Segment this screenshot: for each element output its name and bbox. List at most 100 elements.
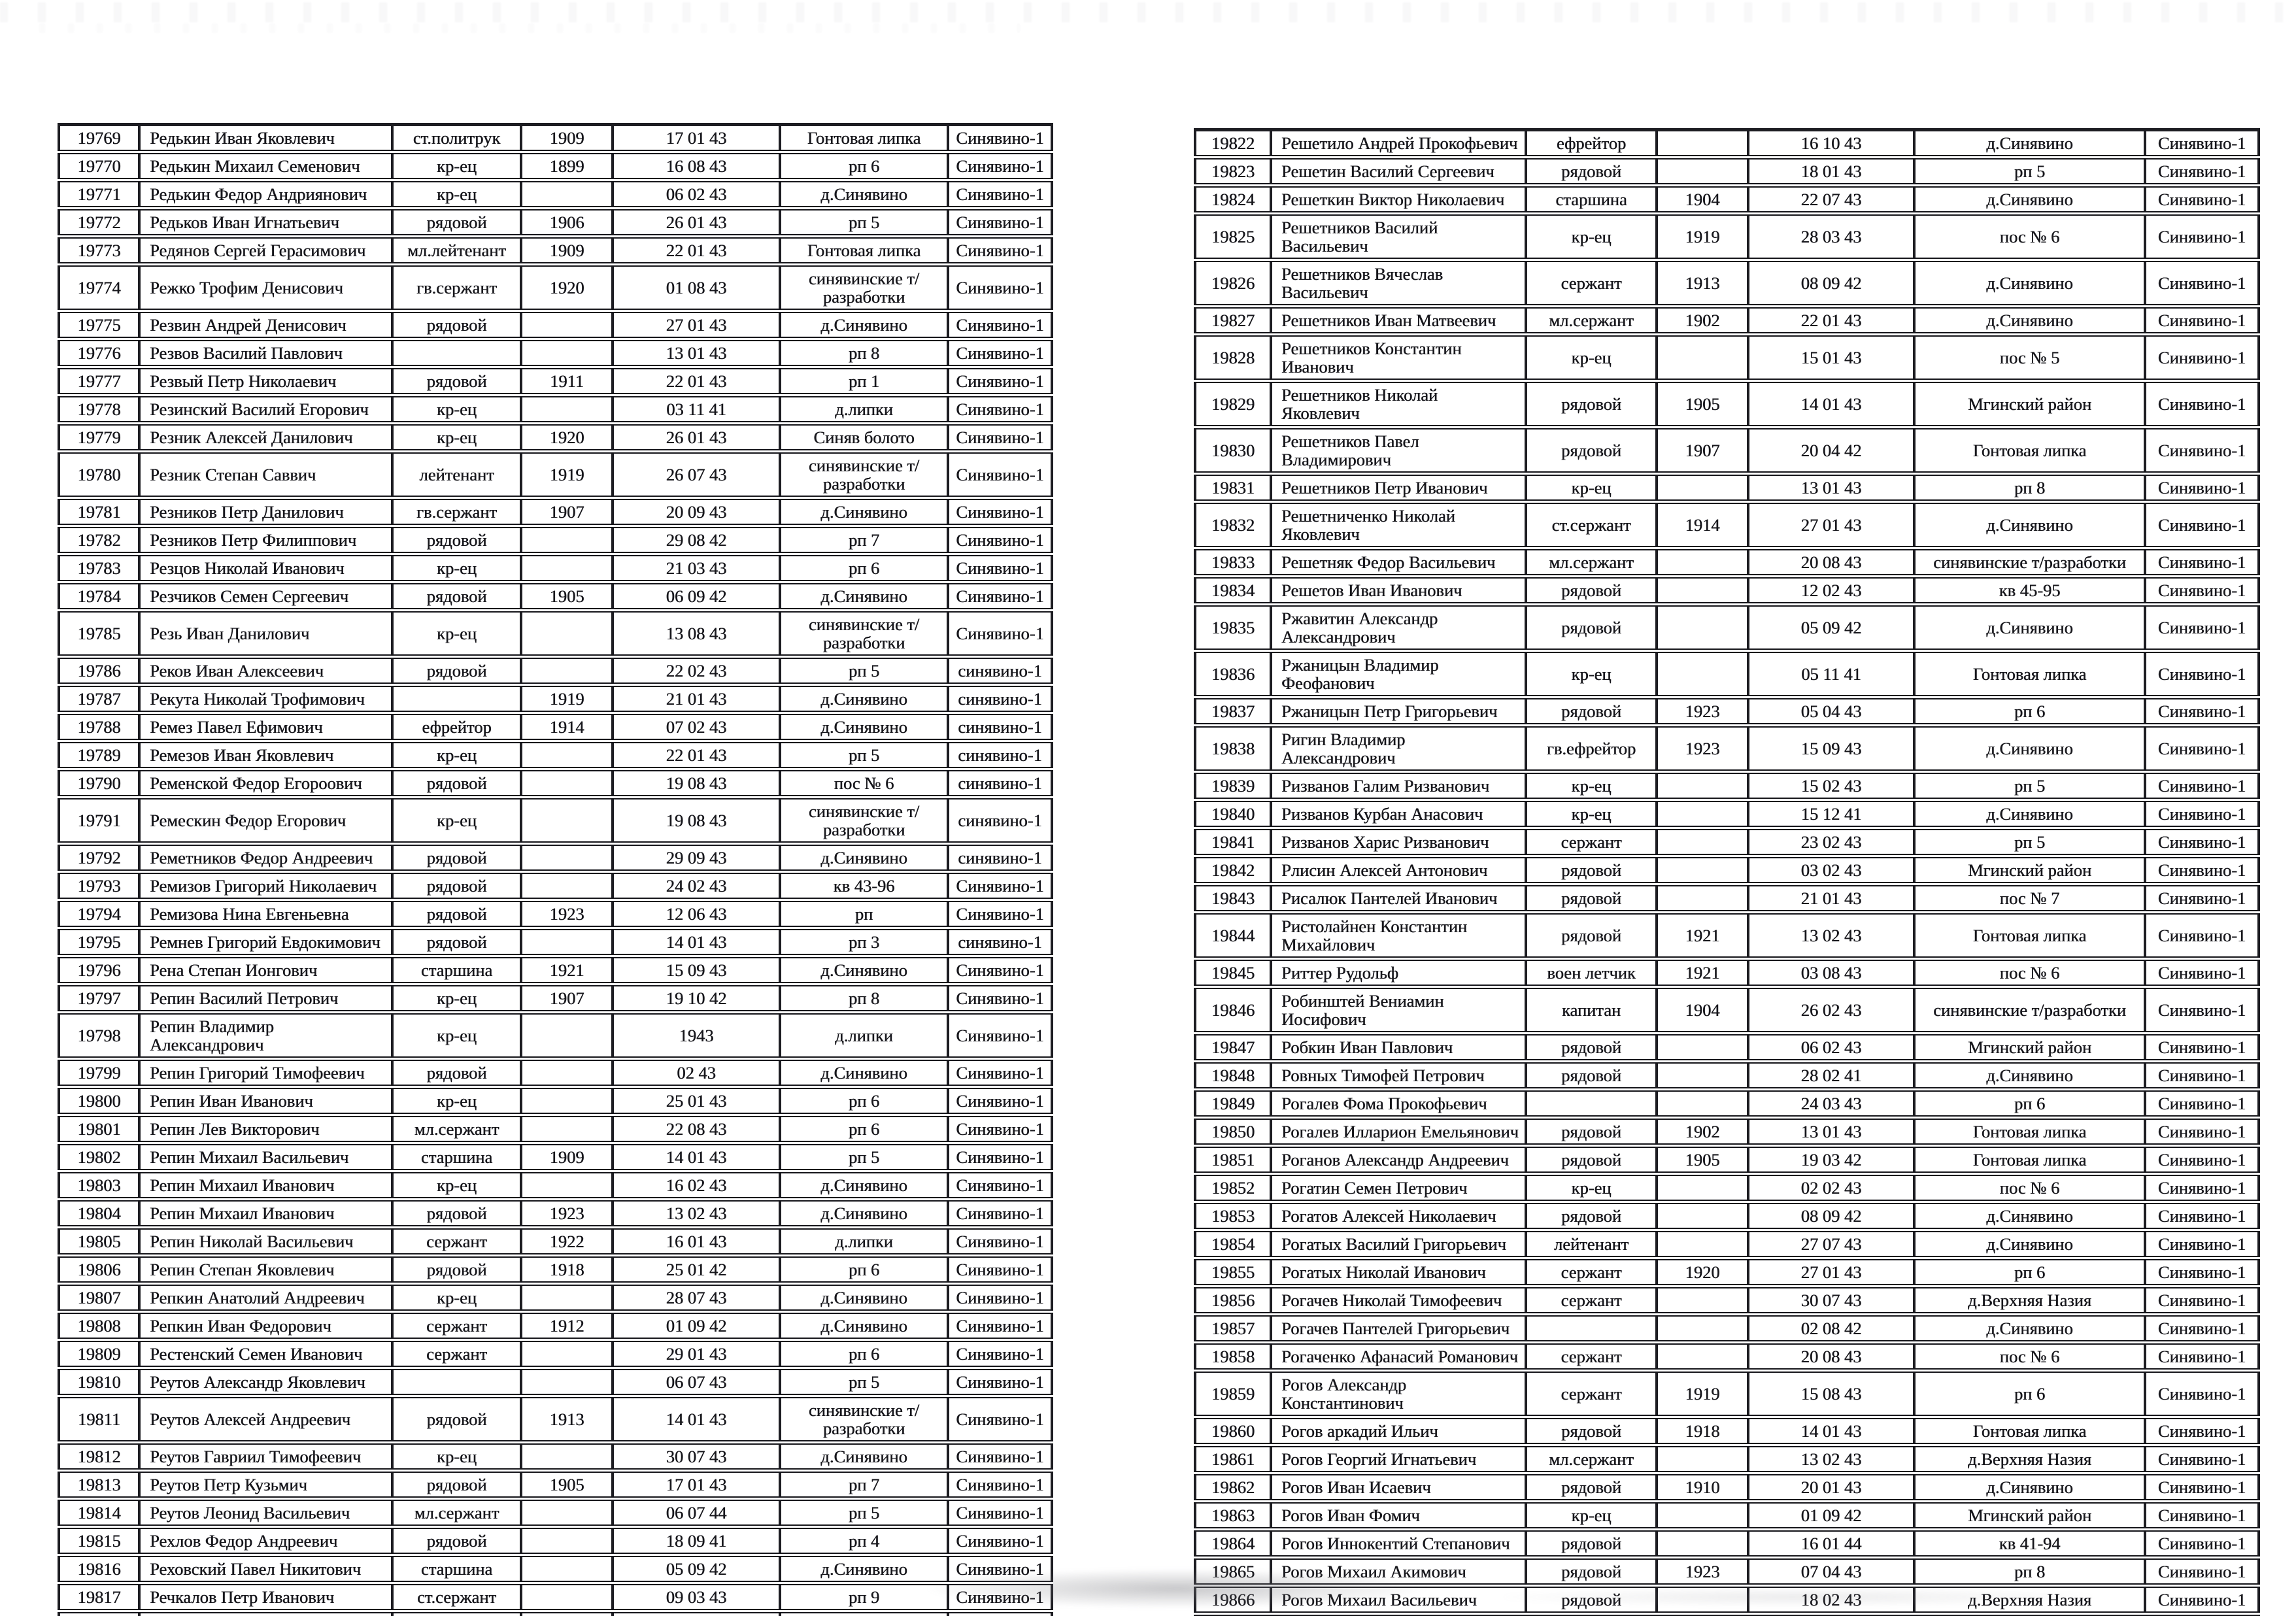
cell-death-date: 02 43 bbox=[611, 1058, 781, 1089]
cell-place: д.Синявино bbox=[1913, 260, 2146, 309]
table-row: 19839 Ризванов Галим Ризванович кр-ец 15 02… bbox=[1194, 771, 2260, 802]
cell-cemetery: Синявино-1 bbox=[2144, 213, 2260, 262]
cell-rank: кр-ец bbox=[391, 610, 522, 659]
cell-place: Мгинский район bbox=[1913, 380, 2146, 429]
cell-cemetery: Синявино-1 bbox=[2144, 1445, 2260, 1475]
table-row: 19788 Ремез Павел Ефимович ефрейтор 1914 07 … bbox=[58, 713, 1053, 743]
cell-death-date: 1943 bbox=[611, 1012, 781, 1061]
cell-name: Ризванов Харис Ризванович bbox=[1270, 828, 1527, 858]
cell-number: 19847 bbox=[1194, 1033, 1272, 1064]
cell-death-date: 13 02 43 bbox=[1747, 912, 1916, 961]
cell-birth-year bbox=[520, 554, 614, 584]
cell-birth-year: 1905 bbox=[520, 582, 614, 613]
cell-cemetery: Синявино-1 bbox=[2144, 306, 2260, 337]
cell-place: д.Синявино bbox=[779, 843, 949, 874]
cell-rank: рядовой bbox=[391, 208, 522, 239]
cell-death-date: 20 01 43 bbox=[1747, 1473, 1916, 1504]
cell-number: 19799 bbox=[58, 1058, 141, 1089]
cell-death-date: 09 03 43 bbox=[611, 1583, 781, 1613]
table-row: 19774 Режко Трофим Денисович гв.сержант 192… bbox=[58, 264, 1053, 313]
cell-rank: рядовой bbox=[391, 1058, 522, 1089]
cell-rank: сержант bbox=[1525, 1286, 1658, 1317]
cell-cemetery: Синявино-1 bbox=[2144, 1585, 2260, 1616]
cell-cemetery: Синявино-1 bbox=[2144, 912, 2260, 961]
cell-cemetery: синявино-1 bbox=[947, 769, 1053, 800]
cell-birth-year: 1921 bbox=[1655, 958, 1749, 989]
cell-birth-year bbox=[520, 1368, 614, 1398]
cell-number: 19802 bbox=[58, 1143, 141, 1173]
cell-place: рп 5 bbox=[779, 208, 949, 239]
cell-number: 19830 bbox=[1194, 427, 1272, 476]
cell-name: Решетников Вячеслав Васильевич bbox=[1270, 260, 1527, 309]
cell-name: Рогов Александр Константинович bbox=[1270, 1370, 1527, 1419]
cell-number: 19810 bbox=[58, 1368, 141, 1398]
cell-cemetery: Синявино-1 bbox=[2144, 1473, 2260, 1504]
cell-death-date: 06 07 44 bbox=[611, 1498, 781, 1529]
cell-name: Ровных Тимофей Петрович bbox=[1270, 1061, 1527, 1092]
cell-death-date: 18 09 41 bbox=[611, 1526, 781, 1557]
cell-birth-year bbox=[520, 871, 614, 902]
cell-name: Риттер Рудольф bbox=[1270, 958, 1527, 989]
cell-place: пос № 6 bbox=[1913, 213, 2146, 262]
cell-cemetery: Синявино-1 bbox=[2144, 501, 2260, 550]
cell-rank: сержант bbox=[1525, 1258, 1658, 1288]
table-row: 19791 Ремескин Федор Егорович кр-ец 19 08 4… bbox=[58, 797, 1053, 846]
cell-number: 19774 bbox=[58, 264, 141, 313]
cell-name: Робинштей Вениамин Иосифович bbox=[1270, 986, 1527, 1035]
cell-death-date: 06 09 42 bbox=[611, 582, 781, 613]
cell-place: д.Синявино bbox=[1913, 1473, 2146, 1504]
cell-birth-year: 1914 bbox=[1655, 501, 1749, 550]
cell-birth-year: 1918 bbox=[520, 1255, 614, 1286]
cell-birth-year: 1923 bbox=[520, 1199, 614, 1230]
table-row: 19858 Рогаченко Афанасий Романович сержант… bbox=[1194, 1342, 2260, 1373]
cell-rank: кр-ец bbox=[391, 797, 522, 846]
cell-number: 19838 bbox=[1194, 725, 1272, 774]
cell-birth-year bbox=[1655, 1061, 1749, 1092]
cell-rank: кр-ец bbox=[391, 741, 522, 771]
cell-number: 19841 bbox=[1194, 828, 1272, 858]
table-row: 19778 Резинский Василий Егорович кр-ец 03 1… bbox=[58, 395, 1053, 426]
cell-rank: рядовой bbox=[1525, 884, 1658, 915]
cell-death-date: 25 01 43 bbox=[611, 1086, 781, 1117]
cell-number: 19794 bbox=[58, 900, 141, 930]
cell-rank bbox=[391, 1368, 522, 1398]
cell-death-date: 01 09 42 bbox=[611, 1311, 781, 1342]
cell-place: д.Синявино bbox=[1913, 128, 2146, 160]
cell-birth-year bbox=[520, 1283, 614, 1314]
cell-place: д.Синявино bbox=[779, 1199, 949, 1230]
cell-cemetery: Синявино-1 bbox=[2144, 1370, 2260, 1419]
cell-name: Рогатин Семен Петрович bbox=[1270, 1173, 1527, 1204]
cell-birth-year bbox=[520, 311, 614, 341]
cell-number: 19861 bbox=[1194, 1445, 1272, 1475]
cell-number: 19828 bbox=[1194, 334, 1272, 383]
cell-birth-year: 1923 bbox=[1655, 697, 1749, 728]
cell-cemetery: Синявино-1 bbox=[947, 1143, 1053, 1173]
cell-cemetery: Синявино-1 bbox=[947, 339, 1053, 369]
cell-place: д.Синявино bbox=[1913, 1061, 2146, 1092]
cell-birth-year: 1923 bbox=[1655, 725, 1749, 774]
cell-number: 19803 bbox=[58, 1171, 141, 1202]
table-row: 19827 Решетников Иван Матвеевич мл.сержант… bbox=[1194, 306, 2260, 337]
roster-table-right-page: 19822 Решетило Андрей Прокофьевич ефрейтор… bbox=[1194, 128, 2260, 1616]
cell-number: 19777 bbox=[58, 367, 141, 397]
cell-place: д.Синявино bbox=[1913, 800, 2146, 830]
cell-death-date: 18 02 43 bbox=[1747, 1585, 1916, 1616]
cell-name: Рогачев Пантелей Григорьевич bbox=[1270, 1314, 1527, 1345]
cell-place: д.Синявино bbox=[779, 582, 949, 613]
cell-rank: рядовой bbox=[1525, 427, 1658, 476]
cell-death-date: 01 08 43 bbox=[611, 264, 781, 313]
cell-cemetery: Синявино-1 bbox=[947, 497, 1053, 528]
cell-rank: кр-ец bbox=[391, 554, 522, 584]
cell-birth-year bbox=[520, 1115, 614, 1145]
cell-place: д.Синявино bbox=[779, 1555, 949, 1585]
table-row: 19856 Рогачев Николай Тимофеевич сержант 30… bbox=[1194, 1286, 2260, 1317]
cell-cemetery: Синявино-1 bbox=[947, 1396, 1053, 1445]
cell-rank: кр-ец bbox=[391, 984, 522, 1015]
cell-number: 19855 bbox=[1194, 1258, 1272, 1288]
cell-rank: рядовой bbox=[1525, 1061, 1658, 1092]
cell-cemetery: Синявино-1 bbox=[2144, 856, 2260, 886]
cell-name: Ризванов Галим Ризванович bbox=[1270, 771, 1527, 802]
cell-birth-year: 1913 bbox=[1655, 260, 1749, 309]
cell-number: 19851 bbox=[1194, 1145, 1272, 1176]
cell-number: 19804 bbox=[58, 1199, 141, 1230]
